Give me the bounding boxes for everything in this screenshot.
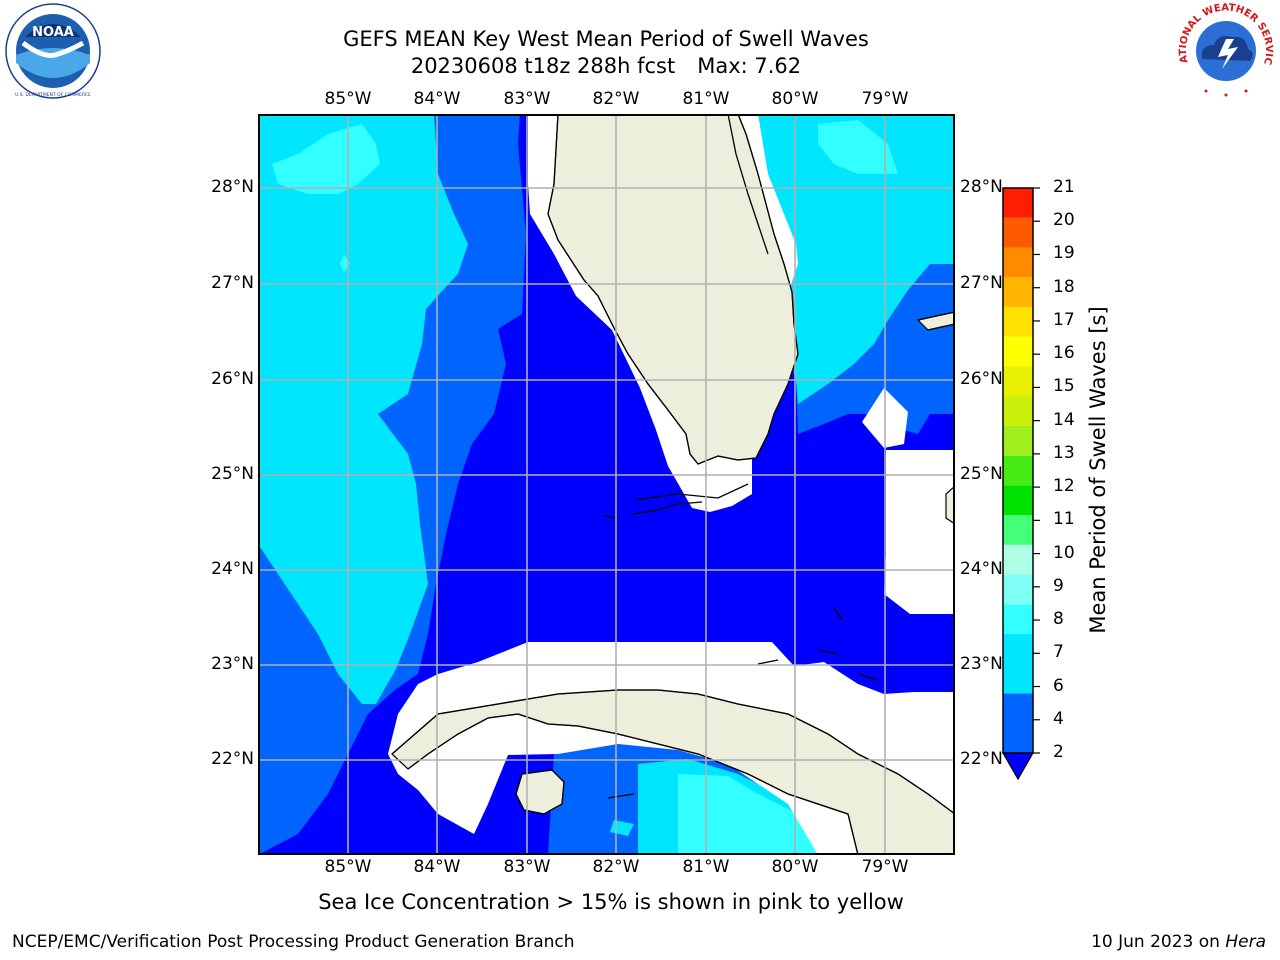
lat-label-left: 23°N — [211, 654, 254, 674]
lat-label-left: 27°N — [211, 273, 254, 293]
map-frame — [258, 114, 955, 855]
colorbar-tick-label: 19 — [1053, 243, 1075, 264]
colorbar-tick-label: 14 — [1053, 409, 1075, 430]
colorbar-tick-label: 2 — [1053, 742, 1064, 762]
lon-label-top: 82°W — [592, 89, 640, 109]
lat-label-left: 26°N — [211, 369, 254, 389]
lat-label-left: 25°N — [211, 464, 254, 484]
colorbar-bin — [1003, 634, 1033, 694]
forecast-run-label: 20230608 t18z 288h fcst — [410, 54, 676, 78]
coastline — [391, 114, 955, 855]
lat-label-left: 22°N — [211, 749, 254, 769]
field-period-4-6-west — [258, 114, 468, 704]
colorbar-bin — [1003, 247, 1033, 278]
field-period-4-6-east — [756, 114, 955, 404]
field-period-6-7-east — [818, 120, 898, 174]
colorbar-tick-label: 10 — [1053, 542, 1075, 563]
lat-label-right: 28°N — [960, 177, 1003, 197]
colorbar-bin — [1003, 574, 1033, 605]
colorbar-bin — [1003, 485, 1033, 516]
colorbar-bin — [1003, 396, 1033, 426]
lat-label-right: 27°N — [960, 273, 1003, 293]
lat-label-right: 23°N — [960, 654, 1003, 674]
colorbar-bin — [1003, 544, 1033, 575]
lon-label-bottom: 84°W — [413, 857, 461, 877]
lat-label-right: 22°N — [960, 749, 1003, 769]
date-text: 10 Jun 2023 on — [1091, 932, 1220, 952]
chart-subtitle: 20230608 t18z 288h fcst Max: 7.62 — [256, 54, 956, 78]
colorbar-frame — [1002, 187, 1034, 754]
lat-label-left: 28°N — [211, 177, 254, 197]
colorbar-tick-label: 21 — [1053, 177, 1075, 197]
colorbar-bin — [1003, 455, 1033, 486]
nws-logo: NATIONAL WEATHER SERVICE — [1176, 3, 1274, 97]
lon-label-top: 80°W — [771, 89, 819, 109]
colorbar-tick-label: 17 — [1053, 309, 1075, 330]
colorbar-bin — [1003, 277, 1033, 307]
svg-text:U.S. DEPARTMENT OF COMMERCE: U.S. DEPARTMENT OF COMMERCE — [15, 92, 91, 98]
colorbar-tick-label: 20 — [1053, 210, 1075, 231]
lat-label-right: 26°N — [960, 369, 1003, 389]
lon-label-top: 81°W — [682, 89, 730, 109]
colorbar-tick-label: 13 — [1053, 442, 1075, 463]
colorbar-bin — [1003, 306, 1033, 337]
noaa-logo-text: NOAA — [32, 25, 74, 40]
colorbar-bin — [1003, 425, 1033, 456]
map-panel — [258, 114, 955, 855]
colorbar-bin — [1003, 188, 1033, 218]
colorbar — [1001, 187, 1040, 781]
colorbar-bin — [1003, 604, 1033, 635]
max-value-label: Max: 7.62 — [697, 54, 802, 78]
field-period-6-7-west2 — [340, 254, 350, 272]
colorbar-bin — [1003, 515, 1033, 545]
colorbar-tick-label: 18 — [1053, 276, 1075, 297]
lat-label-right: 25°N — [960, 464, 1003, 484]
gridlines — [258, 114, 955, 855]
colorbar-tick-label: 11 — [1053, 509, 1075, 530]
noaa-logo: NOAA U.S. DEPARTMENT OF COMMERCE — [5, 3, 101, 99]
land-andros — [945, 485, 955, 525]
lon-label-bottom: 83°W — [503, 857, 551, 877]
lon-label-top: 84°W — [413, 89, 461, 109]
colorbar-tick-label: 4 — [1053, 708, 1064, 729]
credit-line: NCEP/EMC/Verification Post Processing Pr… — [12, 932, 575, 952]
colorbar-bin — [1003, 693, 1033, 753]
colorbar-tick-label: 12 — [1053, 476, 1075, 497]
colorbar-tick-label: 8 — [1053, 609, 1064, 630]
lon-label-bottom: 79°W — [861, 857, 909, 877]
colorbar-bin — [1003, 217, 1033, 248]
lat-label-left: 24°N — [211, 559, 254, 579]
lon-label-top: 79°W — [861, 89, 909, 109]
colorbar-tick-label: 16 — [1053, 343, 1075, 364]
sea-ice-note: Sea Ice Concentration > 15% is shown in … — [318, 890, 904, 914]
host-name: Hera — [1225, 932, 1266, 952]
generated-date: 10 Jun 2023 on Hera — [1091, 932, 1266, 952]
lon-label-top: 85°W — [324, 89, 372, 109]
colorbar-title: Mean Period of Swell Waves [s] — [1086, 306, 1110, 634]
lon-label-bottom: 82°W — [592, 857, 640, 877]
lon-label-top: 83°W — [503, 89, 551, 109]
colorbar-extend-arrow — [1001, 752, 1035, 781]
lon-label-bottom: 80°W — [771, 857, 819, 877]
colorbar-tick-label: 7 — [1053, 642, 1064, 663]
mask-area-bahamas2 — [884, 450, 955, 614]
field-period-6-7-south — [678, 774, 830, 855]
field-period-6-7-west — [272, 124, 380, 194]
colorbar-tick-label: 6 — [1053, 675, 1064, 696]
lon-label-bottom: 81°W — [682, 857, 730, 877]
colorbar-tick-label: 9 — [1053, 575, 1064, 596]
lon-label-bottom: 85°W — [324, 857, 372, 877]
colorbar-tick-label: 15 — [1053, 376, 1075, 397]
colorbar-bin — [1003, 336, 1033, 367]
chart-title: GEFS MEAN Key West Mean Period of Swell … — [343, 27, 869, 51]
lat-label-right: 24°N — [960, 559, 1003, 579]
colorbar-bin — [1003, 366, 1033, 397]
